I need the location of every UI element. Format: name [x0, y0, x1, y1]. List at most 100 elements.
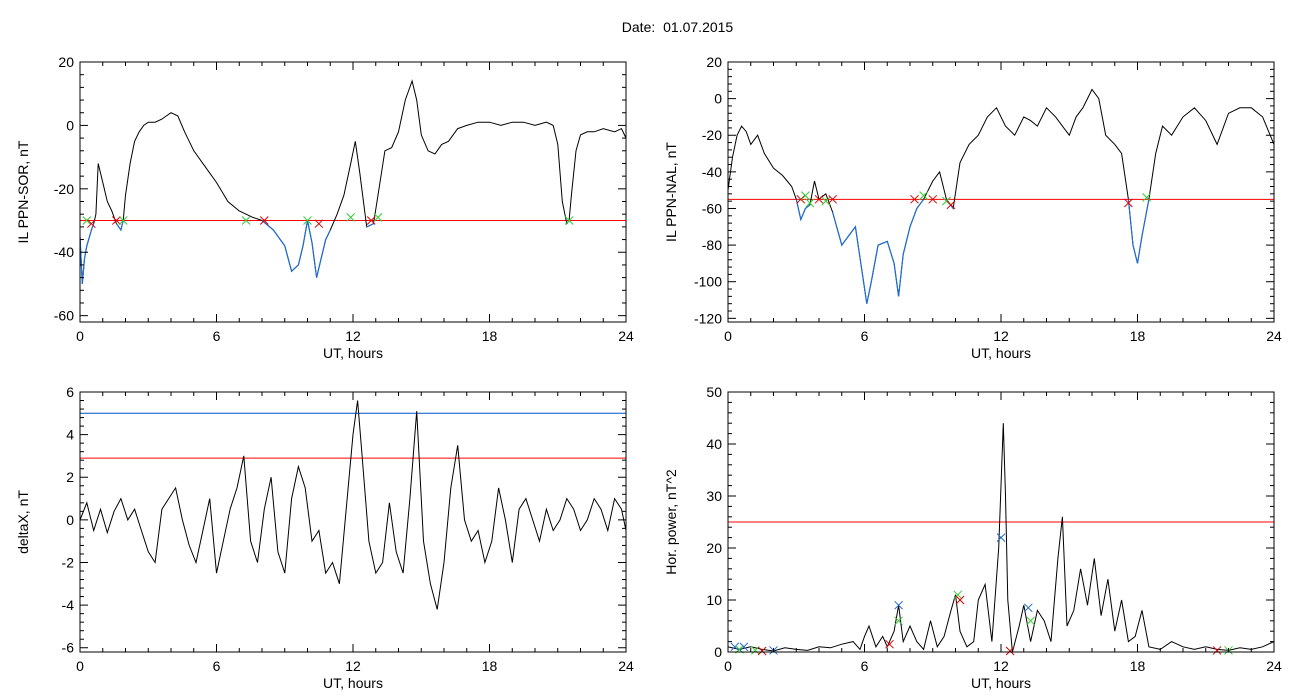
x-axis-label: UT, hours — [971, 345, 1031, 361]
event-marker — [314, 219, 324, 229]
y-tick-label: -80 — [702, 237, 722, 253]
event-marker — [910, 194, 919, 204]
plot-frame — [79, 61, 627, 323]
event-marker — [373, 213, 383, 222]
event-marker — [1026, 616, 1035, 626]
panel-ppn-nal: 0 6 12 18 24 -120 -100 -80 -60 -40 -20 0 20 UT, hours… — [663, 54, 1282, 361]
event-marker — [919, 191, 929, 201]
date-value: 01.07.2015 — [663, 19, 734, 35]
event-marker — [953, 590, 963, 600]
below-threshold-segment — [795, 199, 811, 222]
x-tick-label: 12 — [345, 328, 361, 344]
x-tick-label: 18 — [1130, 658, 1146, 674]
x-tick-label: 24 — [1266, 328, 1282, 344]
x-tick-label: 6 — [861, 328, 869, 344]
below-threshold-segment — [832, 198, 925, 304]
y-tick-label: -6 — [62, 640, 75, 656]
event-marker — [894, 600, 903, 610]
event-marker — [828, 194, 838, 204]
below-threshold-segment — [115, 220, 124, 232]
series-line — [80, 400, 626, 610]
event-marker — [366, 216, 376, 225]
y-tick-label: 50 — [706, 384, 722, 400]
y-tick-label: 6 — [66, 384, 74, 400]
x-tick-label: 12 — [993, 658, 1009, 674]
x-tick-label: 0 — [724, 328, 732, 344]
event-marker — [821, 196, 831, 206]
date-label: Date: — [621, 19, 656, 35]
event-marker — [241, 216, 251, 225]
event-marker — [118, 216, 128, 225]
y-tick-label: 10 — [706, 592, 722, 608]
y-tick-label: 20 — [58, 54, 74, 70]
y-tick-label: 0 — [714, 644, 722, 660]
event-marker — [739, 642, 749, 652]
panel-hor-power: 0 6 12 18 24 0 10 20 30 40 50 UT, hours Hor. power, … — [663, 384, 1282, 691]
event-marker — [564, 216, 574, 225]
y-axis-label: IL PPN-SOR, nT — [15, 140, 31, 243]
event-marker — [796, 194, 806, 204]
x-tick-label: 24 — [618, 328, 634, 344]
event-marker — [942, 196, 951, 206]
y-tick-label: -60 — [54, 308, 74, 324]
x-tick-label: 18 — [1130, 328, 1146, 344]
event-marker — [730, 642, 740, 652]
y-tick-label: 0 — [66, 117, 74, 133]
event-marker — [814, 194, 824, 204]
event-marker — [82, 216, 92, 225]
event-marker — [894, 616, 903, 626]
below-threshold-segment — [80, 223, 95, 285]
event-marker — [259, 216, 269, 225]
y-tick-label: -20 — [702, 127, 722, 143]
y-tick-label: 40 — [706, 436, 722, 452]
x-axis-label: UT, hours — [971, 675, 1031, 691]
event-marker — [1142, 193, 1151, 202]
event-marker — [757, 646, 767, 656]
x-tick-label: 6 — [213, 328, 221, 344]
y-tick-label: 30 — [706, 488, 722, 504]
figure-title: Date: 01.07.2015 — [0, 19, 1300, 35]
plot-frame — [727, 61, 1275, 323]
below-threshold-segment — [1127, 199, 1150, 264]
y-tick-label: -40 — [54, 244, 74, 260]
event-marker — [303, 216, 312, 225]
event-marker — [996, 533, 1006, 542]
event-marker — [1212, 646, 1222, 655]
x-tick-label: 24 — [1266, 658, 1282, 674]
event-marker — [112, 216, 121, 225]
event-marker — [750, 646, 760, 655]
y-tick-label: 0 — [714, 91, 722, 107]
x-axis-label: UT, hours — [323, 345, 383, 361]
x-tick-label: 18 — [482, 658, 498, 674]
series-line — [728, 423, 1274, 652]
y-axis-label: deltaX, nT — [15, 490, 31, 554]
y-tick-label: -100 — [694, 274, 722, 290]
y-tick-label: -120 — [694, 310, 722, 326]
x-tick-label: 18 — [482, 328, 498, 344]
y-tick-label: -60 — [702, 200, 722, 216]
event-marker — [955, 595, 965, 605]
x-tick-label: 6 — [213, 658, 221, 674]
y-axis-label: IL PPN-NAL, nT — [663, 142, 679, 242]
x-tick-label: 0 — [76, 328, 84, 344]
x-tick-label: 24 — [618, 658, 634, 674]
panel-ppn-sor: 0 6 12 18 24 -60 -40 -20 0 20 UT, hours IL PPN-SOR,… — [15, 54, 634, 361]
event-marker — [346, 213, 356, 222]
event-marker — [885, 639, 894, 649]
series-line — [80, 79, 626, 285]
event-marker — [1005, 646, 1015, 656]
y-tick-label: -4 — [62, 597, 75, 613]
x-tick-label: 0 — [724, 658, 732, 674]
event-marker — [1023, 603, 1033, 613]
y-tick-label: 0 — [66, 512, 74, 528]
y-tick-label: -20 — [54, 181, 74, 197]
event-marker — [928, 194, 938, 204]
y-tick-label: 20 — [706, 540, 722, 556]
event-marker — [1124, 198, 1133, 208]
y-tick-label: -2 — [62, 554, 75, 570]
y-tick-label: 20 — [706, 54, 722, 70]
below-threshold-segment — [366, 223, 374, 228]
y-tick-label: 2 — [66, 469, 74, 485]
